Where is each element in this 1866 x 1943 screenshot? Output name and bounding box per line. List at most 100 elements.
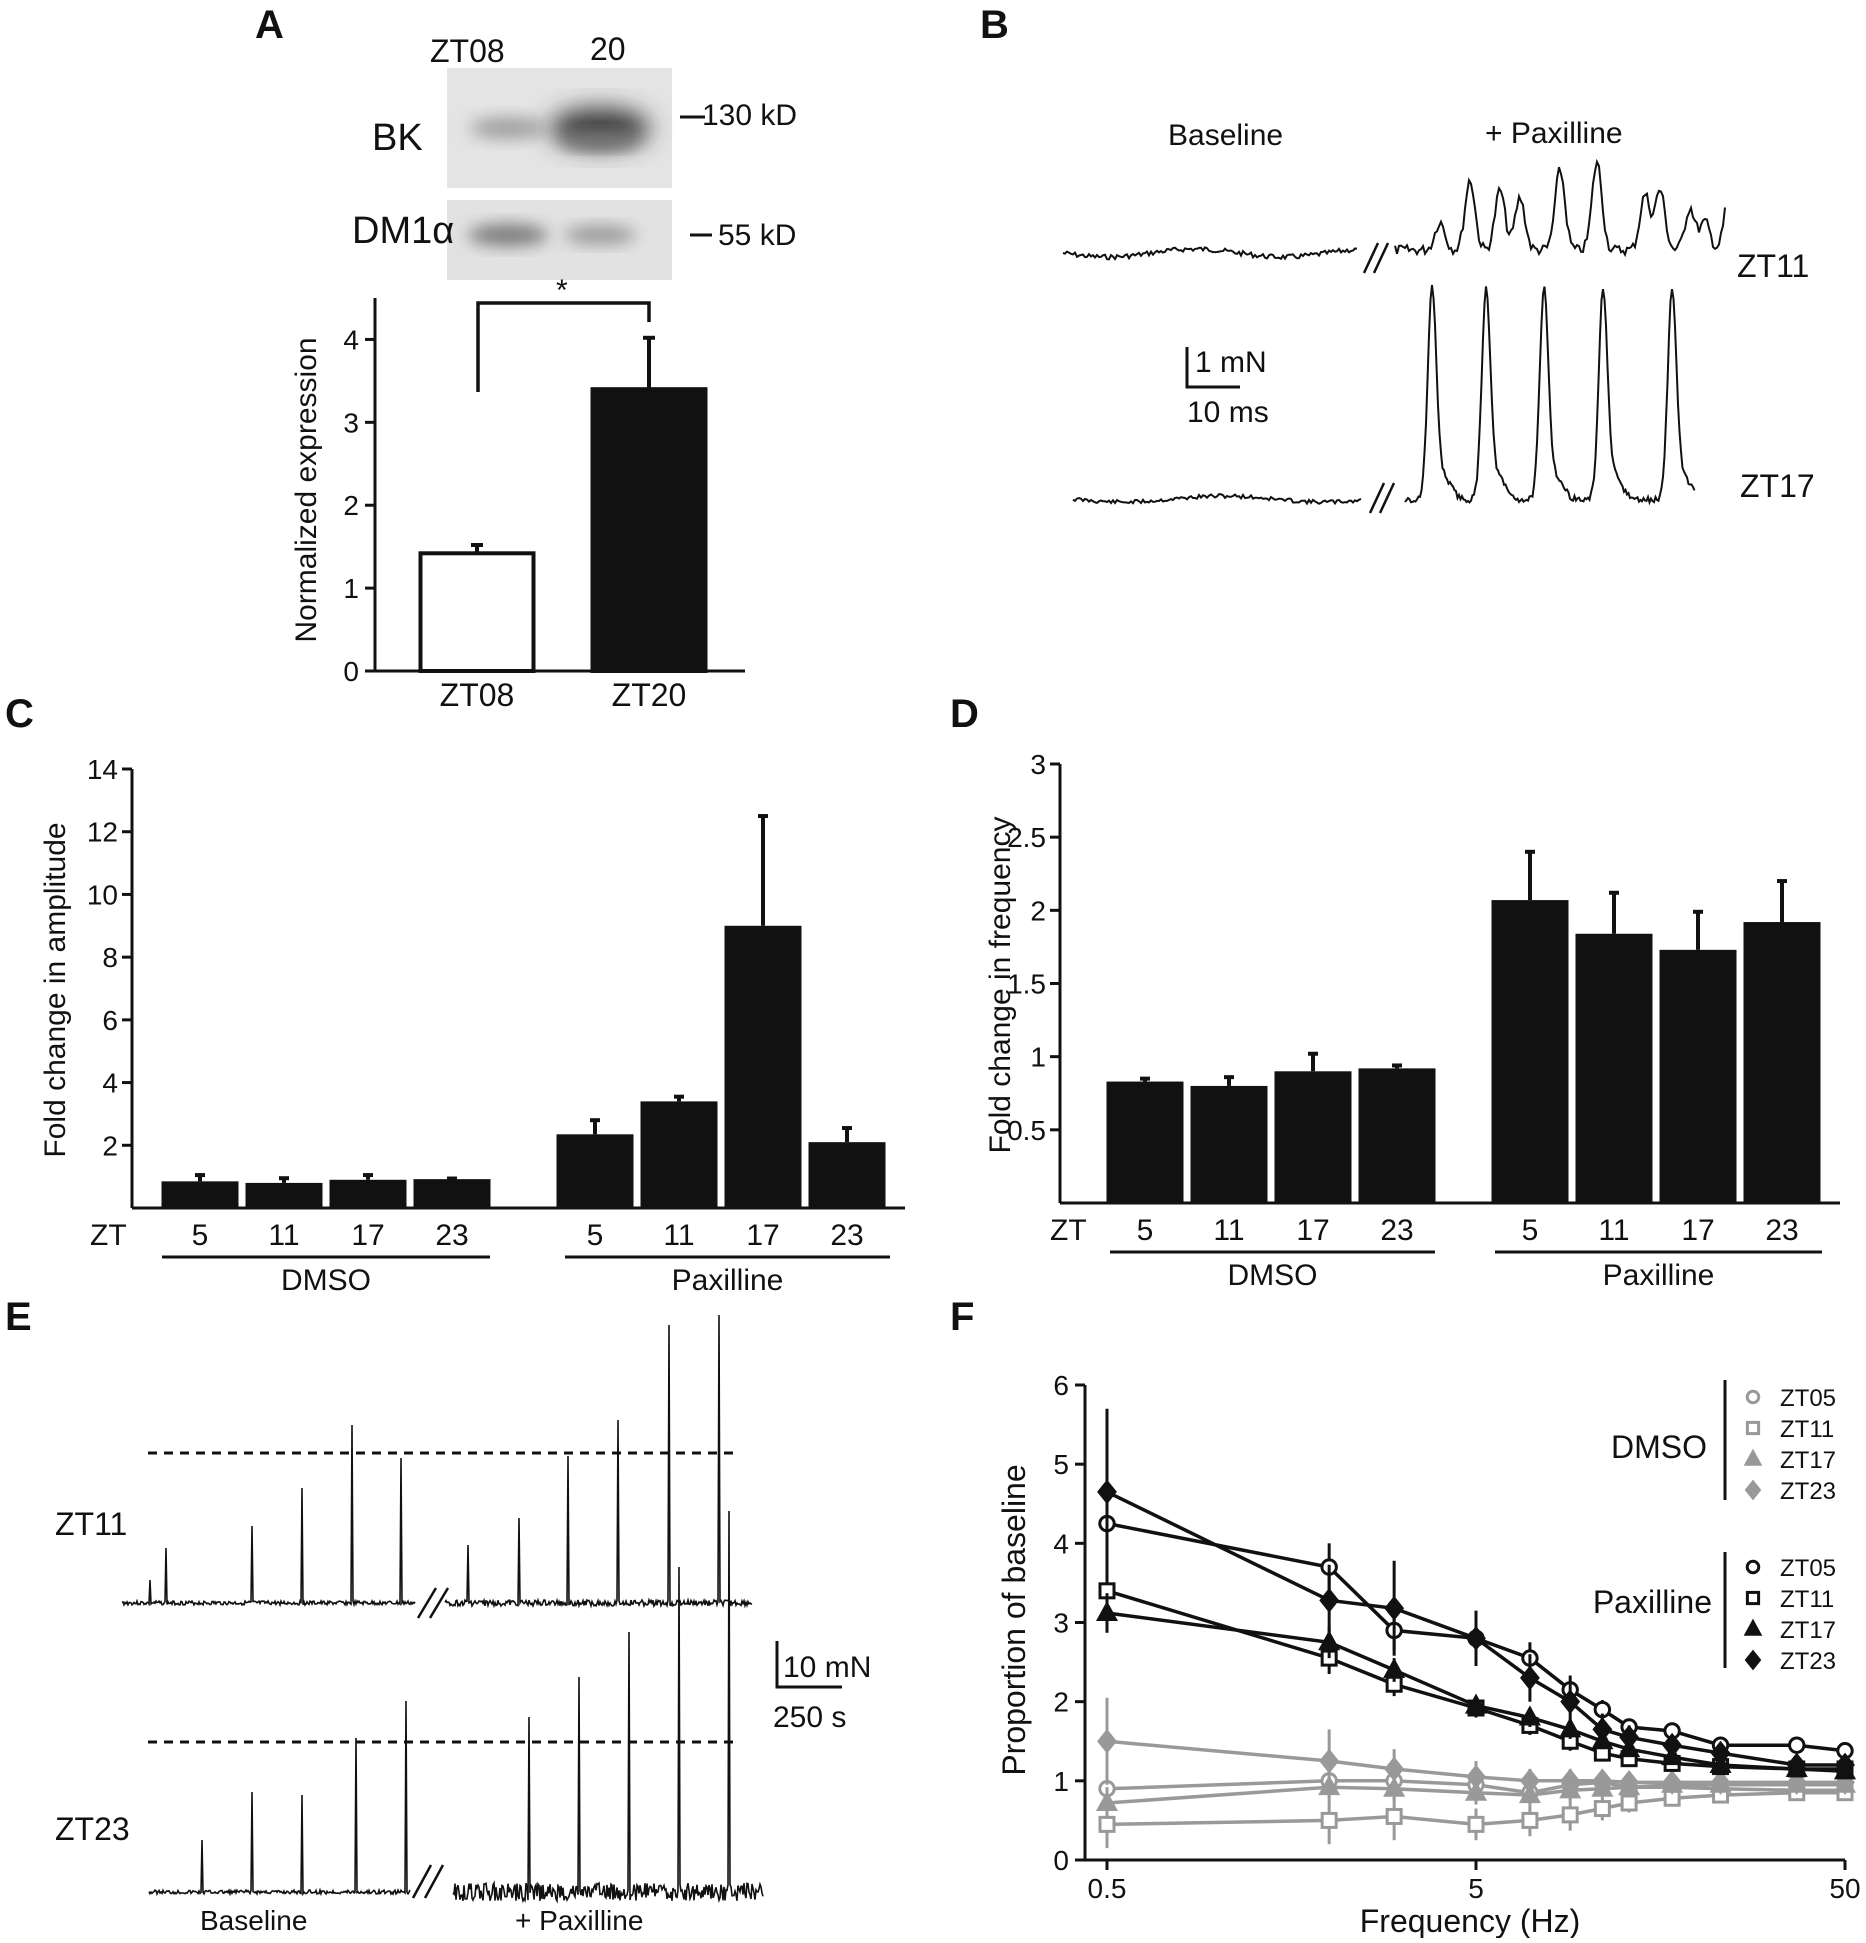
- data-point: [1464, 1693, 1488, 1714]
- data-point: [1520, 1665, 1540, 1691]
- blot-lane-label-20: 20: [590, 31, 626, 67]
- data-point: [1593, 1800, 1611, 1818]
- series-line: [1106, 1521, 1846, 1753]
- blot-image-dm1a: [447, 200, 672, 280]
- paxilline-label-b: + Paxilline: [1485, 117, 1623, 150]
- x-tick-label-d: 17: [1296, 1214, 1329, 1247]
- data-point: [1520, 1768, 1540, 1794]
- bar-dmso-zt17: [1274, 1071, 1352, 1203]
- data-point: [1592, 1768, 1613, 1794]
- bar-zt08: [418, 551, 536, 674]
- x-tick-label-c: 5: [587, 1219, 604, 1252]
- data-point: [1786, 1752, 1807, 1778]
- y-tick-label-c: 12: [87, 817, 118, 848]
- bar-dmso-zt23: [1358, 1068, 1436, 1203]
- legend-label-dmso-zt17: ZT17: [1780, 1447, 1836, 1474]
- y-tick-label-f: 6: [1053, 1370, 1069, 1401]
- break-mark-e1: [416, 1587, 450, 1619]
- legend-marker-dmso-zt05: [1745, 1389, 1761, 1405]
- scale-time-b: 10 ms: [1187, 396, 1269, 429]
- y-tick-label-f: 1: [1053, 1766, 1069, 1797]
- blot-lane-label-zt08: ZT08: [430, 33, 505, 69]
- group-label-dmso: DMSO: [281, 1264, 371, 1297]
- x-tick-label-d: 17: [1681, 1214, 1714, 1247]
- data-point: [1385, 1807, 1403, 1825]
- break-mark-b1: [1362, 242, 1390, 274]
- legend-label-dmso-zt05: ZT05: [1780, 1385, 1836, 1412]
- axis-prefix-zt-d: ZT: [1050, 1214, 1087, 1247]
- break-mark-e2: [411, 1864, 445, 1899]
- x-tick-label-c: 17: [746, 1219, 779, 1252]
- significance-bracket: [476, 301, 651, 392]
- data-point: [1466, 1764, 1486, 1790]
- series-paxilline-zt23: [1097, 1408, 1855, 1778]
- y-tick-label-f: 2: [1053, 1687, 1069, 1718]
- x-tick-label-d: 5: [1522, 1214, 1539, 1247]
- data-point: [1710, 1770, 1731, 1795]
- group-label-dmso: DMSO: [1228, 1259, 1318, 1292]
- chart-f: 0 1 2 3 4 5 6 0.5 5 50 Frequency (Hz) Proportion of…: [996, 1370, 1861, 1939]
- data-point: [1097, 1479, 1117, 1505]
- legend-marker-paxilline-zt05: [1745, 1559, 1761, 1575]
- chart-c: 2 4 6 8 10 12 14 ZT 5 11 17 23 DMSO 5 11 17 23 Paxilline F…: [39, 754, 905, 1297]
- series-line: [1106, 1783, 1845, 1805]
- x-tick-label-c: 23: [435, 1219, 468, 1252]
- blot-row-label-dm1a: DM1α: [352, 210, 454, 252]
- x-tick-label-c: 17: [351, 1219, 384, 1252]
- y-axis-label-f: Proportion of baseline: [996, 1464, 1032, 1775]
- x-tick-label-a: ZT20: [612, 677, 687, 713]
- data-point: [1466, 1625, 1486, 1651]
- bar-dmso-zt11: [245, 1182, 323, 1208]
- data-point: [1097, 1728, 1117, 1754]
- break-mark-b2: [1368, 482, 1396, 514]
- data-point: [1318, 1630, 1341, 1651]
- x-tick-label-d: 23: [1380, 1214, 1413, 1247]
- y-tick-label-d: 2: [1030, 895, 1046, 926]
- bar-paxilline-zt11: [1575, 933, 1653, 1203]
- series-dmso-zt23: [1097, 1697, 1855, 1795]
- y-tick-label-d: 0.5: [1007, 1115, 1046, 1146]
- x-tick-label-f: 0.5: [1088, 1873, 1127, 1904]
- legend-marker-dmso-zt23: [1744, 1479, 1762, 1501]
- chart-a: 0 1 2 3 4 ZT08 ZT20 Normalized expression: [290, 298, 745, 713]
- y-tick-label-d: 2.5: [1007, 822, 1046, 853]
- series-line: [1106, 1790, 1845, 1827]
- bar-dmso-zt23: [413, 1179, 491, 1208]
- series-line: [1106, 1490, 1845, 1767]
- trace-label-zt17-b: ZT17: [1740, 468, 1815, 504]
- data-point: [1383, 1657, 1406, 1678]
- data-point: [1592, 1716, 1613, 1742]
- trace-b-zt17: [1072, 284, 1696, 506]
- legend-label-paxilline-zt11: ZT11: [1780, 1586, 1834, 1613]
- y-tick-label-f: 5: [1053, 1449, 1069, 1480]
- y-tick-label-f: 3: [1053, 1608, 1069, 1639]
- panel-label-f: F: [950, 1295, 974, 1339]
- scale-force-b: 1 mN: [1195, 346, 1267, 379]
- data-point: [1559, 1717, 1582, 1738]
- chart-d: 0.5 1 1.5 2 2.5 3 ZT 5 11 17 23 DMSO 5 11 17 23 Paxillin…: [984, 749, 1840, 1292]
- y-tick-label-d: 3: [1030, 749, 1046, 780]
- series-line: [1106, 1779, 1845, 1795]
- legend-label-paxilline-zt23: ZT23: [1780, 1648, 1836, 1675]
- x-tick-label-f: 5: [1468, 1873, 1484, 1904]
- significance-star: *: [556, 274, 568, 307]
- bar-paxilline-zt17: [1659, 949, 1737, 1203]
- x-tick-label-c: 11: [268, 1219, 299, 1252]
- bar-paxilline-zt5: [556, 1134, 634, 1208]
- bar-dmso-zt5: [161, 1181, 239, 1208]
- y-tick-label-a: 3: [343, 407, 359, 438]
- trace-label-zt23-e: ZT23: [55, 1811, 130, 1847]
- baseline-label-b: Baseline: [1168, 119, 1283, 152]
- panel-label-a: A: [255, 3, 284, 47]
- legend-group-label-dmso: DMSO: [1611, 1429, 1707, 1465]
- x-tick-label-a: ZT08: [440, 677, 515, 713]
- y-tick-label-c: 10: [87, 879, 118, 910]
- x-tick-label-c: 5: [192, 1219, 209, 1252]
- y-tick-label-f: 4: [1053, 1528, 1069, 1559]
- data-point: [1620, 1794, 1638, 1812]
- legend-marker-paxilline-zt11: [1745, 1590, 1761, 1606]
- data-point: [1662, 1770, 1683, 1795]
- x-tick-label-c: 11: [663, 1219, 694, 1252]
- legend-marker-dmso-zt11: [1745, 1420, 1761, 1436]
- y-axis-label-d: Fold change in frequency: [984, 817, 1017, 1154]
